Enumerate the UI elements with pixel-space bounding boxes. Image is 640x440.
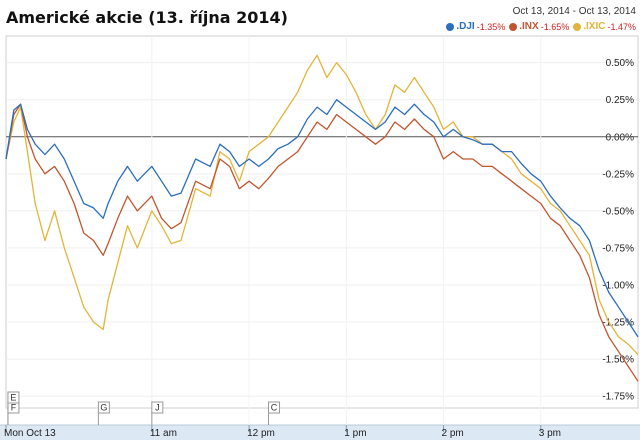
marker-flag: [7, 391, 20, 404]
date-range-start: Oct 13, 2014: [512, 6, 570, 17]
legend-change-inx: -1.65%: [540, 21, 570, 32]
x-axis-strip: [0, 425, 640, 440]
legend-dot-dji: [446, 22, 455, 31]
chart-title: Americké akcie (13. října 2014): [6, 8, 288, 27]
legend-item-inx[interactable]: .INX -1.65%: [509, 21, 569, 32]
y-tick-label: 0.50%: [606, 58, 634, 69]
marker-flag: [151, 401, 164, 414]
legend-item-dji[interactable]: .DJI -1.35%: [446, 21, 505, 32]
x-tick-label: 1 pm: [344, 428, 366, 439]
legend-item-ixic[interactable]: .IXIC -1.47%: [573, 21, 636, 32]
legend-name-dji: .DJI: [456, 21, 475, 32]
x-tick-label: 2 pm: [442, 428, 464, 439]
legend-change-ixic: -1.47%: [607, 21, 636, 32]
legend-name-ixic: .IXIC: [583, 21, 606, 32]
series-line-dji: [5, 99, 639, 338]
y-tick-label: 0.25%: [606, 95, 634, 106]
marker-label: C: [271, 403, 278, 413]
legend-name-inx: .INX: [519, 21, 539, 32]
y-tick-label: -0.25%: [602, 169, 634, 180]
y-tick-label: -0.50%: [602, 206, 634, 217]
date-range-end: Oct 13, 2014: [578, 6, 636, 17]
marker-label: E: [10, 393, 16, 403]
legend-dot-ixic: [573, 22, 582, 31]
chart-legend: .DJI -1.35% .INX -1.65% .IXIC -1.47%: [446, 21, 636, 32]
y-tick-label: -1.50%: [602, 355, 634, 366]
date-range: Oct 13, 2014 - Oct 13, 2014: [513, 6, 636, 17]
marker-flag: [268, 401, 281, 414]
marker-label: G: [100, 403, 107, 413]
series-line-inx: [5, 103, 639, 382]
x-tick-label: 12 pm: [247, 428, 275, 439]
series-line-ixic: [5, 54, 639, 356]
y-tick-label: -1.00%: [602, 280, 634, 291]
legend-change-dji: -1.35%: [476, 21, 506, 32]
plot-frame: [5, 35, 639, 409]
y-tick-label: -0.75%: [602, 243, 634, 254]
y-tick-label: -1.75%: [602, 392, 634, 403]
marker-label: F: [11, 403, 17, 413]
y-tick-label: 0.00%: [606, 132, 634, 143]
x-tick-label: 11 am: [150, 428, 177, 439]
legend-dot-inx: [509, 22, 518, 31]
marker-flag: [97, 401, 110, 414]
date-range-separator: -: [572, 6, 576, 17]
x-tick-label: 3 pm: [539, 428, 561, 439]
x-tick-label: Mon Oct 13: [4, 428, 56, 439]
marker-label: J: [155, 403, 160, 413]
y-tick-label: -1.25%: [602, 318, 634, 329]
